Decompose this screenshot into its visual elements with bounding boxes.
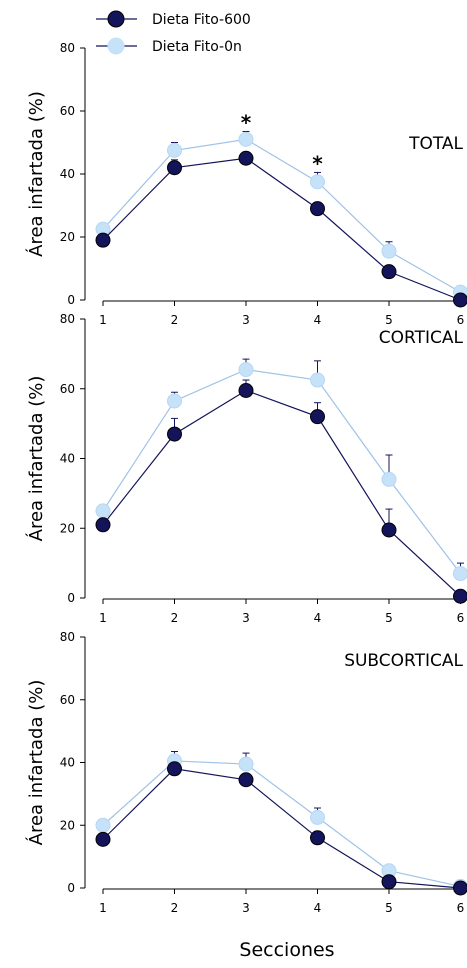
x-tick-label: 1: [99, 313, 107, 327]
data-point: [453, 588, 467, 604]
series-line: [102, 760, 461, 888]
data-point: [453, 292, 467, 308]
y-tick-label: 80: [60, 630, 75, 644]
significance-marker: *: [312, 151, 323, 175]
data-point: [238, 131, 254, 147]
panel-title: CORTICAL: [379, 328, 464, 348]
data-point: [381, 874, 397, 890]
data-point: [381, 264, 397, 280]
data-point: [95, 831, 111, 847]
data-point: [310, 830, 325, 846]
data-point: [167, 160, 182, 176]
panel-1: 0 20 40 60 80 1 2 3 4 5 6 Área infartada (%) CORTICA…: [25, 312, 467, 625]
data-point: [310, 409, 325, 425]
x-tick-label: 6: [457, 611, 465, 625]
x-tick-label: 5: [385, 313, 393, 327]
data-point: [238, 772, 254, 788]
panel-0: 0 20 40 60 80 1 2 3 4 5 6 Área infartada (%) TOTAL * *: [25, 41, 467, 327]
y-axis-label: Área infartada (%): [25, 680, 47, 846]
y-tick-label: 20: [60, 230, 75, 244]
series-1: [95, 130, 467, 300]
x-tick-label: 3: [242, 611, 250, 625]
x-tick-label: 5: [385, 901, 393, 915]
data-point: [453, 880, 467, 896]
y-tick-label: 0: [67, 293, 75, 307]
x-tick-label: 1: [99, 901, 107, 915]
panel-title: TOTAL: [408, 134, 463, 154]
x-tick-label: 6: [457, 313, 465, 327]
x-tick-label: 2: [171, 611, 179, 625]
y-axis-label: Área infartada (%): [25, 91, 47, 257]
x-tick-label: 6: [457, 901, 465, 915]
x-tick-label: 4: [314, 313, 322, 327]
data-point: [167, 761, 182, 777]
y-tick-label: 0: [67, 591, 75, 605]
data-point: [453, 566, 467, 582]
series-line: [102, 389, 461, 597]
data-point: [95, 817, 111, 833]
y-tick-label: 80: [60, 41, 75, 55]
data-point: [310, 372, 325, 388]
y-tick-label: 60: [60, 382, 75, 396]
legend-label-0: Dieta Fito-600: [152, 12, 251, 28]
data-point: [167, 142, 182, 158]
legend-marker-0: [107, 10, 125, 28]
data-point: [238, 756, 254, 772]
series-line: [102, 768, 461, 889]
data-point: [167, 393, 182, 409]
x-tick-label: 2: [171, 313, 179, 327]
data-point: [238, 150, 254, 166]
significance-marker: *: [241, 110, 252, 134]
series-line: [102, 368, 461, 574]
data-point: [238, 382, 254, 398]
x-tick-label: 4: [314, 611, 322, 625]
x-tick-label: 4: [314, 901, 322, 915]
data-point: [95, 517, 111, 533]
data-point: [381, 471, 397, 487]
y-tick-label: 40: [60, 452, 75, 466]
data-point: [310, 809, 325, 825]
series-line: [102, 157, 461, 301]
data-point: [238, 362, 254, 378]
y-tick-label: 60: [60, 104, 75, 118]
series-line: [102, 138, 461, 293]
data-point: [167, 426, 182, 442]
y-tick-label: 80: [60, 312, 75, 326]
series-0: [95, 761, 467, 896]
series-0: [95, 150, 467, 308]
panel-title: SUBCORTICAL: [344, 651, 463, 671]
x-tick-label: 2: [171, 901, 179, 915]
x-tick-label: 3: [242, 313, 250, 327]
series-1: [95, 751, 467, 894]
legend-label-1: Dieta Fito-0n: [152, 39, 242, 55]
y-tick-label: 0: [67, 881, 75, 895]
series-0: [95, 379, 467, 604]
series-1: [95, 358, 467, 582]
y-tick-label: 40: [60, 167, 75, 181]
x-tick-label: 3: [242, 901, 250, 915]
data-point: [381, 243, 397, 259]
legend-marker-1: [107, 37, 125, 55]
data-point: [310, 174, 325, 190]
legend: Dieta Fito-600 Dieta Fito-0n: [96, 10, 251, 55]
data-point: [310, 201, 325, 217]
y-tick-label: 20: [60, 521, 75, 535]
data-point: [95, 503, 111, 519]
x-axis-label: Secciones: [239, 939, 334, 961]
x-tick-label: 5: [385, 611, 393, 625]
x-tick-label: 1: [99, 611, 107, 625]
y-tick-label: 20: [60, 818, 75, 832]
y-axis-label: Área infartada (%): [25, 376, 47, 542]
panel-2: 0 20 40 60 80 1 2 3 4 5 6 Área infartada (%) SUBCORT…: [25, 630, 467, 915]
data-point: [95, 232, 111, 248]
y-tick-label: 40: [60, 756, 75, 770]
y-tick-label: 60: [60, 693, 75, 707]
data-point: [381, 522, 397, 538]
